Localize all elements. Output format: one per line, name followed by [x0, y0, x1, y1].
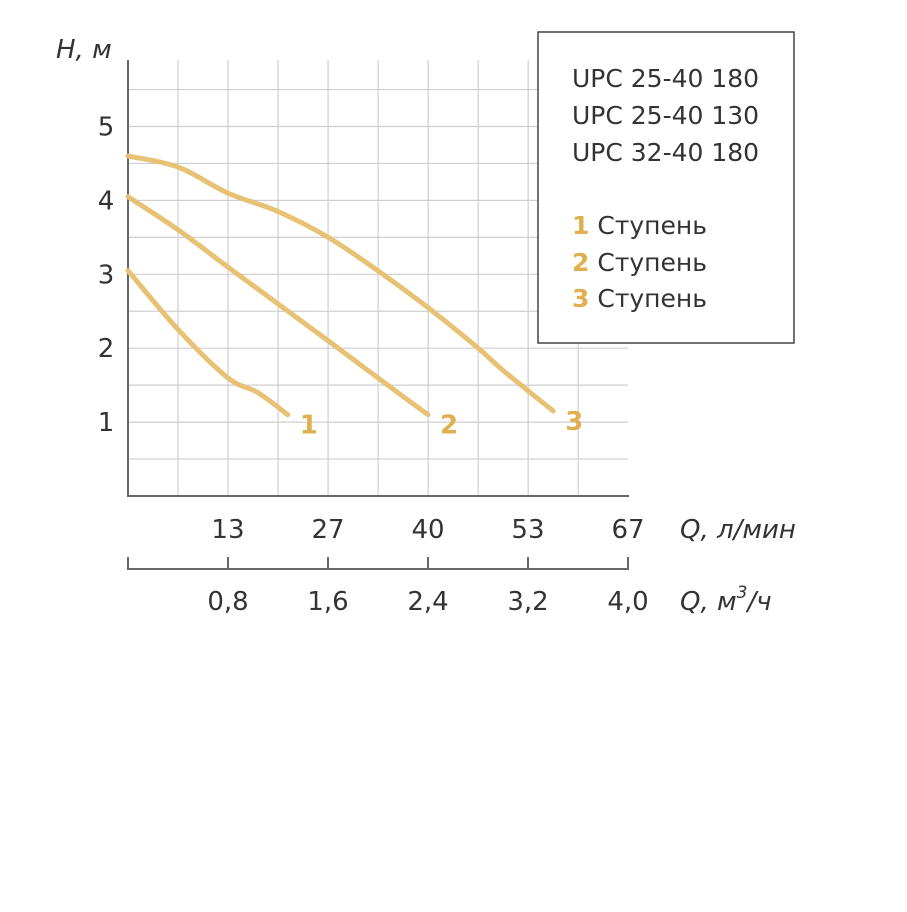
secondary-axis-ticks: [227, 557, 629, 570]
secondary-x-tick-label: 3,2: [507, 587, 548, 617]
secondary-x-tick-label: 1,6: [307, 587, 348, 617]
legend-stage-1-num: 1: [572, 211, 589, 240]
x-tick-labels: 13 27 40 53 67: [211, 515, 644, 545]
y-tick-label: 4: [98, 186, 115, 216]
curve-label-1: 1: [300, 411, 318, 441]
y-tick-label: 5: [98, 113, 115, 143]
x-tick-label: 53: [511, 515, 544, 545]
secondary-x-axis-title-sup: 3: [737, 583, 748, 603]
secondary-x-axis-title-tail: /ч: [745, 587, 771, 617]
secondary-x-tick-label: 0,8: [207, 587, 248, 617]
legend-stage-1: 1 Ступень: [572, 211, 707, 240]
curve-stage-1: [125, 268, 291, 418]
legend-frame: [537, 31, 795, 344]
x-axis-title: Q, л/мин: [680, 515, 796, 545]
legend-box: UPC 25-40 180 UPC 25-40 130 UPC 32-40 18…: [537, 31, 795, 344]
secondary-x-tick-label: 4,0: [607, 587, 648, 617]
x-tick-label: 13: [211, 515, 244, 545]
legend-model-1: UPC 25-40 180: [572, 64, 759, 93]
legend-model-2: UPC 25-40 130: [572, 101, 759, 130]
secondary-x-axis-title: Q, м3/ч: [680, 583, 772, 617]
secondary-x-tick-label: 2,4: [407, 587, 448, 617]
y-axis-title: H, м: [56, 35, 112, 65]
legend-model-3: UPC 32-40 180: [572, 138, 759, 167]
legend-stage-3-num: 3: [572, 284, 589, 313]
legend-stage-2-num: 2: [572, 248, 589, 277]
x-tick-label: 67: [611, 515, 644, 545]
curve-labels: 1 2 3: [300, 407, 584, 441]
curve-stage-2: [125, 194, 431, 418]
x-tick-label: 27: [311, 515, 344, 545]
legend-stage-2: 2 Ступень: [572, 248, 707, 277]
legend-stage-3-label: Ступень: [597, 284, 707, 313]
x-tick-label: 40: [411, 515, 444, 545]
curve-label-2: 2: [440, 411, 458, 441]
y-tick-label: 3: [98, 260, 115, 290]
curves: [125, 153, 556, 418]
y-tick-labels: 1 2 3 4 5: [98, 113, 115, 439]
axes: [127, 60, 629, 570]
y-tick-label: 1: [98, 408, 115, 438]
secondary-x-tick-labels: 0,8 1,6 2,4 3,2 4,0: [207, 587, 648, 617]
legend-stage-3: 3 Ступень: [572, 284, 707, 313]
secondary-x-axis-title-main: Q, м: [680, 587, 737, 617]
legend-stage-2-label: Ступень: [597, 248, 707, 277]
y-tick-label: 2: [98, 334, 115, 364]
curve-stage-3: [125, 153, 556, 414]
legend-stage-1-label: Ступень: [597, 211, 707, 240]
curve-label-3: 3: [565, 407, 583, 437]
